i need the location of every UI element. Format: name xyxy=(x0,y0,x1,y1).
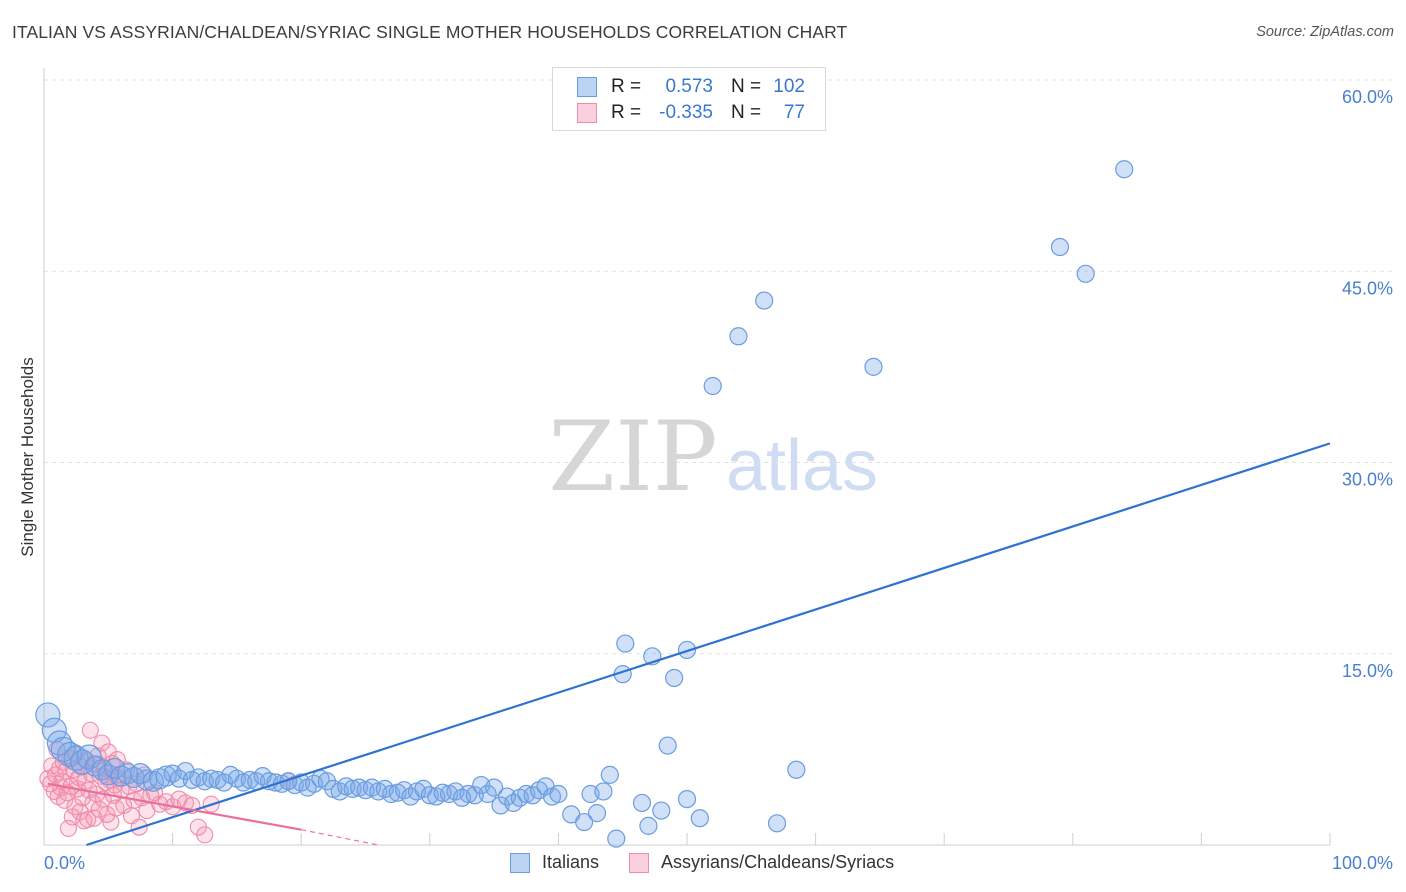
source-credit: Source: ZipAtlas.com xyxy=(1256,24,1394,40)
italians-trend-line xyxy=(86,442,1331,847)
y-axis-label: Single Mother Households xyxy=(18,357,37,556)
italians-point-0 xyxy=(35,702,61,728)
italians-point-67 xyxy=(465,786,484,805)
series-legend-label-assyrians: Assyrians/Chaldeans/Syriacs xyxy=(661,852,895,872)
italians-point-4 xyxy=(57,741,83,768)
legend-n-value: 77 xyxy=(783,102,805,123)
italians-point-94 xyxy=(658,736,677,755)
italians-point-93 xyxy=(652,801,671,820)
legend-r-value: 0.573 xyxy=(665,76,713,97)
series-legend: Italians Assyrians/Chaldeans/Syriacs xyxy=(510,852,924,873)
italians-point-95 xyxy=(665,668,684,688)
italians-point-87 xyxy=(607,829,626,848)
italians-point-91 xyxy=(639,816,658,835)
assyrians-point-40 xyxy=(93,734,111,752)
correlation-legend: R = 0.573 N = 102 R = -0.335 N = 77 xyxy=(552,67,826,131)
italians-point-100 xyxy=(729,327,748,346)
italians-point-99 xyxy=(703,376,722,396)
x-tick-label-1: 100.0% xyxy=(1332,853,1393,873)
italians-point-66 xyxy=(459,784,478,804)
italians-point-107 xyxy=(1115,160,1134,179)
series-legend-assyrians[interactable]: Assyrians/Chaldeans/Syriacs xyxy=(629,852,894,873)
italians-point-80 xyxy=(549,784,568,804)
legend-r-label: R = xyxy=(611,102,642,123)
axes xyxy=(43,68,1331,846)
series-legend-italians[interactable]: Italians xyxy=(510,852,599,873)
assyrians-point-31 xyxy=(81,721,99,739)
italians-point-86 xyxy=(600,765,619,784)
trend-lines xyxy=(47,442,1331,847)
legend-row-italians: R = 0.573 N = 102 xyxy=(577,75,805,99)
chart-title: ITALIAN VS ASSYRIAN/CHALDEAN/SYRIAC SING… xyxy=(12,22,848,42)
italians-point-105 xyxy=(1050,237,1070,257)
assyrians-trend-extension xyxy=(301,829,379,846)
legend-swatch-assyrians xyxy=(577,103,597,123)
series-legend-swatch-assyrians xyxy=(629,852,650,873)
italians-point-106 xyxy=(1076,264,1095,283)
y-tick-label-3: 60.0% xyxy=(1342,87,1393,107)
assyrians-point-33 xyxy=(84,794,102,812)
italians-point-62 xyxy=(433,783,452,802)
italians-point-13 xyxy=(116,762,139,785)
legend-r-value: -0.335 xyxy=(659,102,713,123)
assyrians-point-44 xyxy=(98,805,116,823)
series-legend-label-italians: Italians xyxy=(542,852,600,872)
italians-point-48 xyxy=(343,779,362,799)
italians-point-103 xyxy=(787,760,806,779)
assyrians-point-34 xyxy=(85,809,103,827)
x-tick-label-0: 0.0% xyxy=(44,853,85,873)
legend-n-value: 102 xyxy=(773,76,805,97)
italians-point-90 xyxy=(632,793,652,813)
italians-point-104 xyxy=(864,357,883,376)
legend-row-assyrians: R = -0.335 N = 77 xyxy=(577,101,805,125)
y-tick-label-1: 30.0% xyxy=(1342,470,1393,490)
italians-point-89 xyxy=(616,634,635,653)
legend-n-label: N = xyxy=(731,76,762,97)
assyrians-point-74 xyxy=(196,826,214,844)
y-tick-label-2: 45.0% xyxy=(1342,278,1393,298)
italians-point-85 xyxy=(594,782,613,801)
watermark-atlas: atlas xyxy=(726,426,878,506)
grid-lines xyxy=(44,79,1394,655)
series-legend-swatch-italians xyxy=(510,852,530,873)
italians-point-97 xyxy=(677,789,697,809)
watermark-zip: ZIP xyxy=(548,401,717,513)
italians-point-70 xyxy=(485,778,504,797)
italians-point-98 xyxy=(690,809,709,828)
italians-point-36 xyxy=(266,773,285,792)
legend-swatch-italians xyxy=(577,77,597,97)
legend-n-label: N = xyxy=(731,102,762,123)
italians-point-82 xyxy=(575,812,594,832)
italians-point-101 xyxy=(755,291,774,310)
series-italians xyxy=(35,160,1134,848)
legend-r-label: R = xyxy=(611,76,642,97)
italians-point-84 xyxy=(587,804,607,823)
italians-point-102 xyxy=(767,814,787,833)
assyrians-trend-line xyxy=(47,782,302,831)
tick-labels: 15.0% 30.0% 45.0% 60.0% 0.0% 100.0% xyxy=(44,87,1393,873)
assyrians-point-29 xyxy=(79,810,97,829)
y-tick-label-0: 15.0% xyxy=(1342,661,1393,681)
